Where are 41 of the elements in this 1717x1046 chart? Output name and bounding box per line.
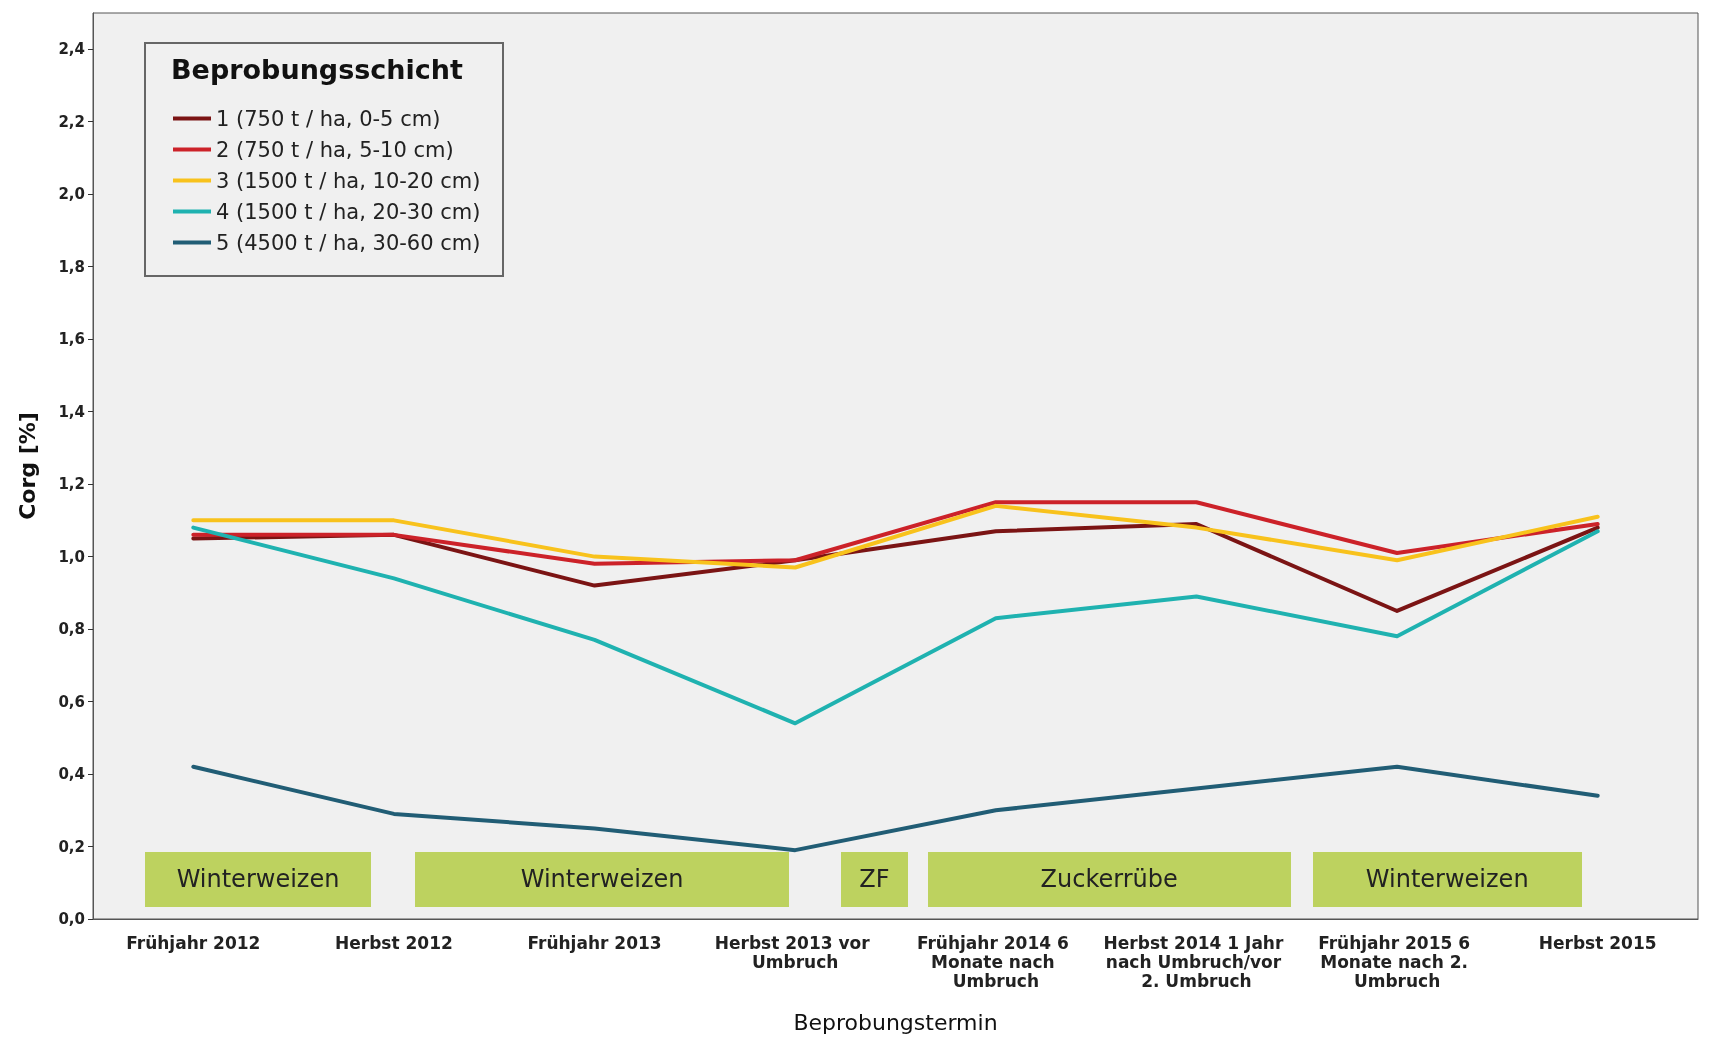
x-tick-label: Herbst 2012 [335, 932, 453, 953]
y-tick-label: 0,4 [58, 765, 85, 784]
x-tick-label: Frühjahr 2014 6 Monate nach Umbruch [916, 932, 1075, 991]
y-tick-label: 2,0 [58, 185, 85, 204]
y-tick-label: 1,6 [58, 330, 85, 349]
y-tick-label: 2,2 [58, 112, 85, 131]
annotation: Winterweizen [520, 865, 684, 894]
crop-label-box: Winterweizen [415, 851, 790, 908]
crop-label-box: ZF [841, 851, 908, 908]
y-tick-label: 0,0 [58, 910, 85, 928]
x-tick-label: Herbst 2013 vor Umbruch [714, 932, 876, 972]
annotation: Zuckerrübe [1040, 865, 1178, 894]
line-series [191, 764, 1600, 853]
y-tick-label: 1,2 [58, 475, 85, 494]
annotation: Winterweizen [1365, 865, 1529, 894]
y-tick-label: 0,2 [58, 837, 85, 856]
annotation: Winterweizen [176, 865, 340, 894]
x-axis-title: Beprobungstermin [793, 1009, 998, 1035]
x-tick-label: Herbst 2014 1 Jahr nach Umbruch/vor 2. Umbruch [1103, 932, 1290, 991]
y-tick-label: 1,0 [58, 547, 85, 566]
y-tick-label: 0,6 [58, 692, 85, 711]
x-tick-label: Frühjahr 2013 [527, 932, 662, 953]
x-tick-label: Frühjahr 2012 [126, 932, 261, 953]
crop-label-box: Winterweizen [1312, 851, 1582, 908]
x-tick-label: Herbst 2015 [1538, 932, 1657, 953]
y-axis-title: Corg [%] [14, 412, 40, 520]
y-tick-label: 1,4 [58, 402, 85, 421]
legend-label: 3 (1500 t / ha, 10-20 cm) [216, 168, 481, 193]
legend-label: 1 (750 t / ha, 0-5 cm) [216, 106, 441, 131]
y-tick-label: 0,8 [58, 620, 85, 639]
legend-label: 2 (750 t / ha, 5-10 cm) [216, 137, 454, 162]
line-series [191, 525, 1600, 726]
y-tick-label: 2,4 [58, 40, 85, 59]
legend-label: 4 (1500 t / ha, 20-30 cm) [216, 199, 481, 224]
crop-label-box: Zuckerrübe [927, 851, 1291, 908]
legend-title: Beprobungsschicht [171, 54, 464, 85]
annotation: ZF [859, 865, 890, 894]
x-tick-label: Frühjahr 2015 6 Monate nach 2. Umbruch [1318, 932, 1476, 991]
y-tick-label: 1,8 [58, 257, 85, 276]
crop-label-box: Winterweizen [145, 851, 371, 908]
legend-label: 5 (4500 t / ha, 30-60 cm) [216, 230, 481, 255]
